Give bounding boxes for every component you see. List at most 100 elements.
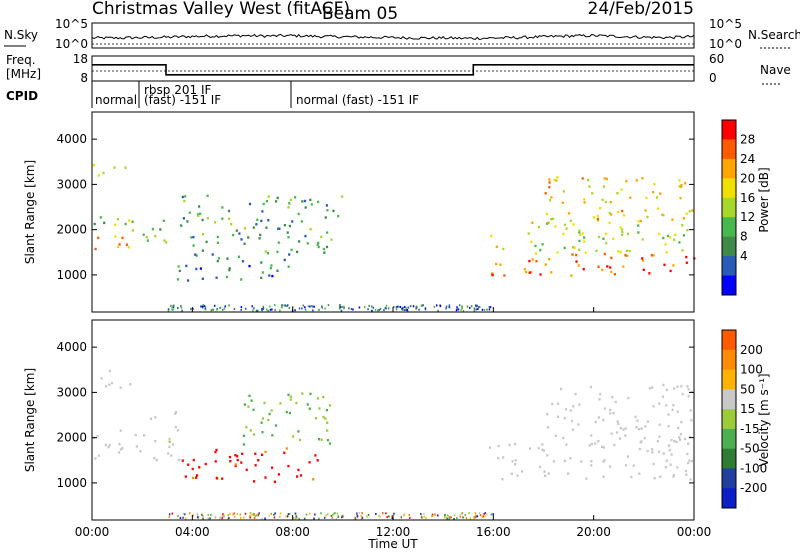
scatter-cell <box>638 472 641 475</box>
noise-cell <box>479 514 482 517</box>
scatter-cell <box>672 387 676 390</box>
scatter-cell <box>176 429 179 432</box>
noise-cell <box>167 309 170 312</box>
noise-cell <box>375 513 377 515</box>
scatter-cell <box>116 245 119 248</box>
scatter-cell <box>227 217 231 220</box>
scatter-cell <box>143 434 146 437</box>
scatter-cell <box>604 200 607 204</box>
scatter-cell <box>548 198 552 202</box>
scatter-cell <box>104 443 107 447</box>
noise-cell <box>341 516 343 519</box>
scatter-cell <box>673 440 676 443</box>
noise-cell <box>177 515 179 518</box>
scatter-cell <box>240 238 243 241</box>
scatter-cell <box>97 236 100 240</box>
noise-cell <box>431 513 434 516</box>
y-tick-label: 2000 <box>56 223 87 237</box>
scatter-cell <box>686 452 689 456</box>
scatter-cell <box>248 394 251 397</box>
scatter-cell <box>583 236 586 239</box>
noise-cell <box>371 309 373 312</box>
scatter-cell <box>539 248 542 252</box>
scatter-cell <box>297 468 300 472</box>
scatter-cell <box>93 163 96 167</box>
noise-cell <box>446 517 448 520</box>
scatter-cell <box>187 463 190 466</box>
scatter-cell <box>260 219 263 223</box>
scatter-cell <box>597 440 600 443</box>
scatter-cell <box>276 196 279 200</box>
noise-cell <box>475 514 477 517</box>
scatter-cell <box>326 429 329 432</box>
noise-cell <box>448 304 451 307</box>
scatter-cell <box>546 413 549 416</box>
noise-cell <box>371 305 373 308</box>
scatter-cell <box>564 408 568 411</box>
scatter-cell <box>555 179 558 182</box>
noise-cell <box>445 305 448 308</box>
scatter-cell <box>326 439 330 442</box>
x-tick-label: 16:00 <box>476 525 511 539</box>
scatter-cell <box>247 236 250 239</box>
scatter-cell <box>240 278 243 281</box>
cpid-entry-normal-fast: normal (fast) -151 IF <box>296 93 419 107</box>
noise-cell <box>274 309 276 311</box>
noise-cell <box>350 308 353 310</box>
scatter-cell <box>642 268 645 271</box>
scatter-cell <box>186 220 189 223</box>
colorbar-tick-label: 15 <box>740 402 755 416</box>
scatter-cell <box>247 405 250 408</box>
scatter-cell <box>670 438 673 442</box>
scatter-cell <box>552 217 555 220</box>
noise-cell <box>477 308 479 310</box>
noise-cell <box>216 308 218 311</box>
noise-cell <box>239 513 241 516</box>
noise-cell <box>182 516 184 519</box>
scatter-cell <box>548 186 551 189</box>
cpid-label: CPID <box>6 89 38 103</box>
scatter-cell <box>168 445 171 449</box>
scatter-cell <box>541 443 544 446</box>
noise-cell <box>401 307 403 310</box>
scatter-cell <box>569 457 572 460</box>
scatter-cell <box>621 230 624 234</box>
colorbar-segment <box>722 275 736 296</box>
scatter-cell <box>279 402 282 405</box>
noise-cell <box>461 306 463 309</box>
power-plot-area <box>92 112 694 312</box>
noise-cell <box>262 306 265 309</box>
noise-cell <box>358 512 361 514</box>
scatter-cell <box>570 419 573 423</box>
scatter-cell <box>624 464 628 467</box>
scatter-cell <box>228 455 232 459</box>
noise-cell <box>481 308 484 311</box>
noise-cell <box>343 307 345 310</box>
noise-cell <box>424 307 427 310</box>
scatter-cell <box>314 454 317 457</box>
velocity-panel: 1000 2000 3000 4000 Slant Range [km] 200 100… <box>23 319 771 521</box>
noise-cell <box>412 305 415 308</box>
x-tick-label: 20:00 <box>576 525 611 539</box>
scatter-cell <box>289 198 292 202</box>
scatter-cell <box>323 251 326 254</box>
scatter-cell <box>588 444 591 447</box>
colorbar-segment <box>722 369 736 390</box>
scatter-cell <box>619 427 622 430</box>
time-xlabel: Time UT <box>367 537 418 551</box>
noise-cell <box>460 308 462 311</box>
scatter-cell <box>513 442 517 446</box>
scatter-cell <box>602 475 605 478</box>
scatter-cell <box>287 206 290 209</box>
noise-cell <box>287 304 289 307</box>
scatter-cell <box>124 222 127 226</box>
noise-cell <box>386 516 388 519</box>
noise-cell <box>476 515 479 518</box>
scatter-cell <box>622 428 625 431</box>
scatter-cell <box>681 392 684 396</box>
scatter-cell <box>689 478 692 481</box>
scatter-cell <box>537 447 540 450</box>
scatter-cell <box>569 409 572 412</box>
noise-cell <box>197 516 199 519</box>
